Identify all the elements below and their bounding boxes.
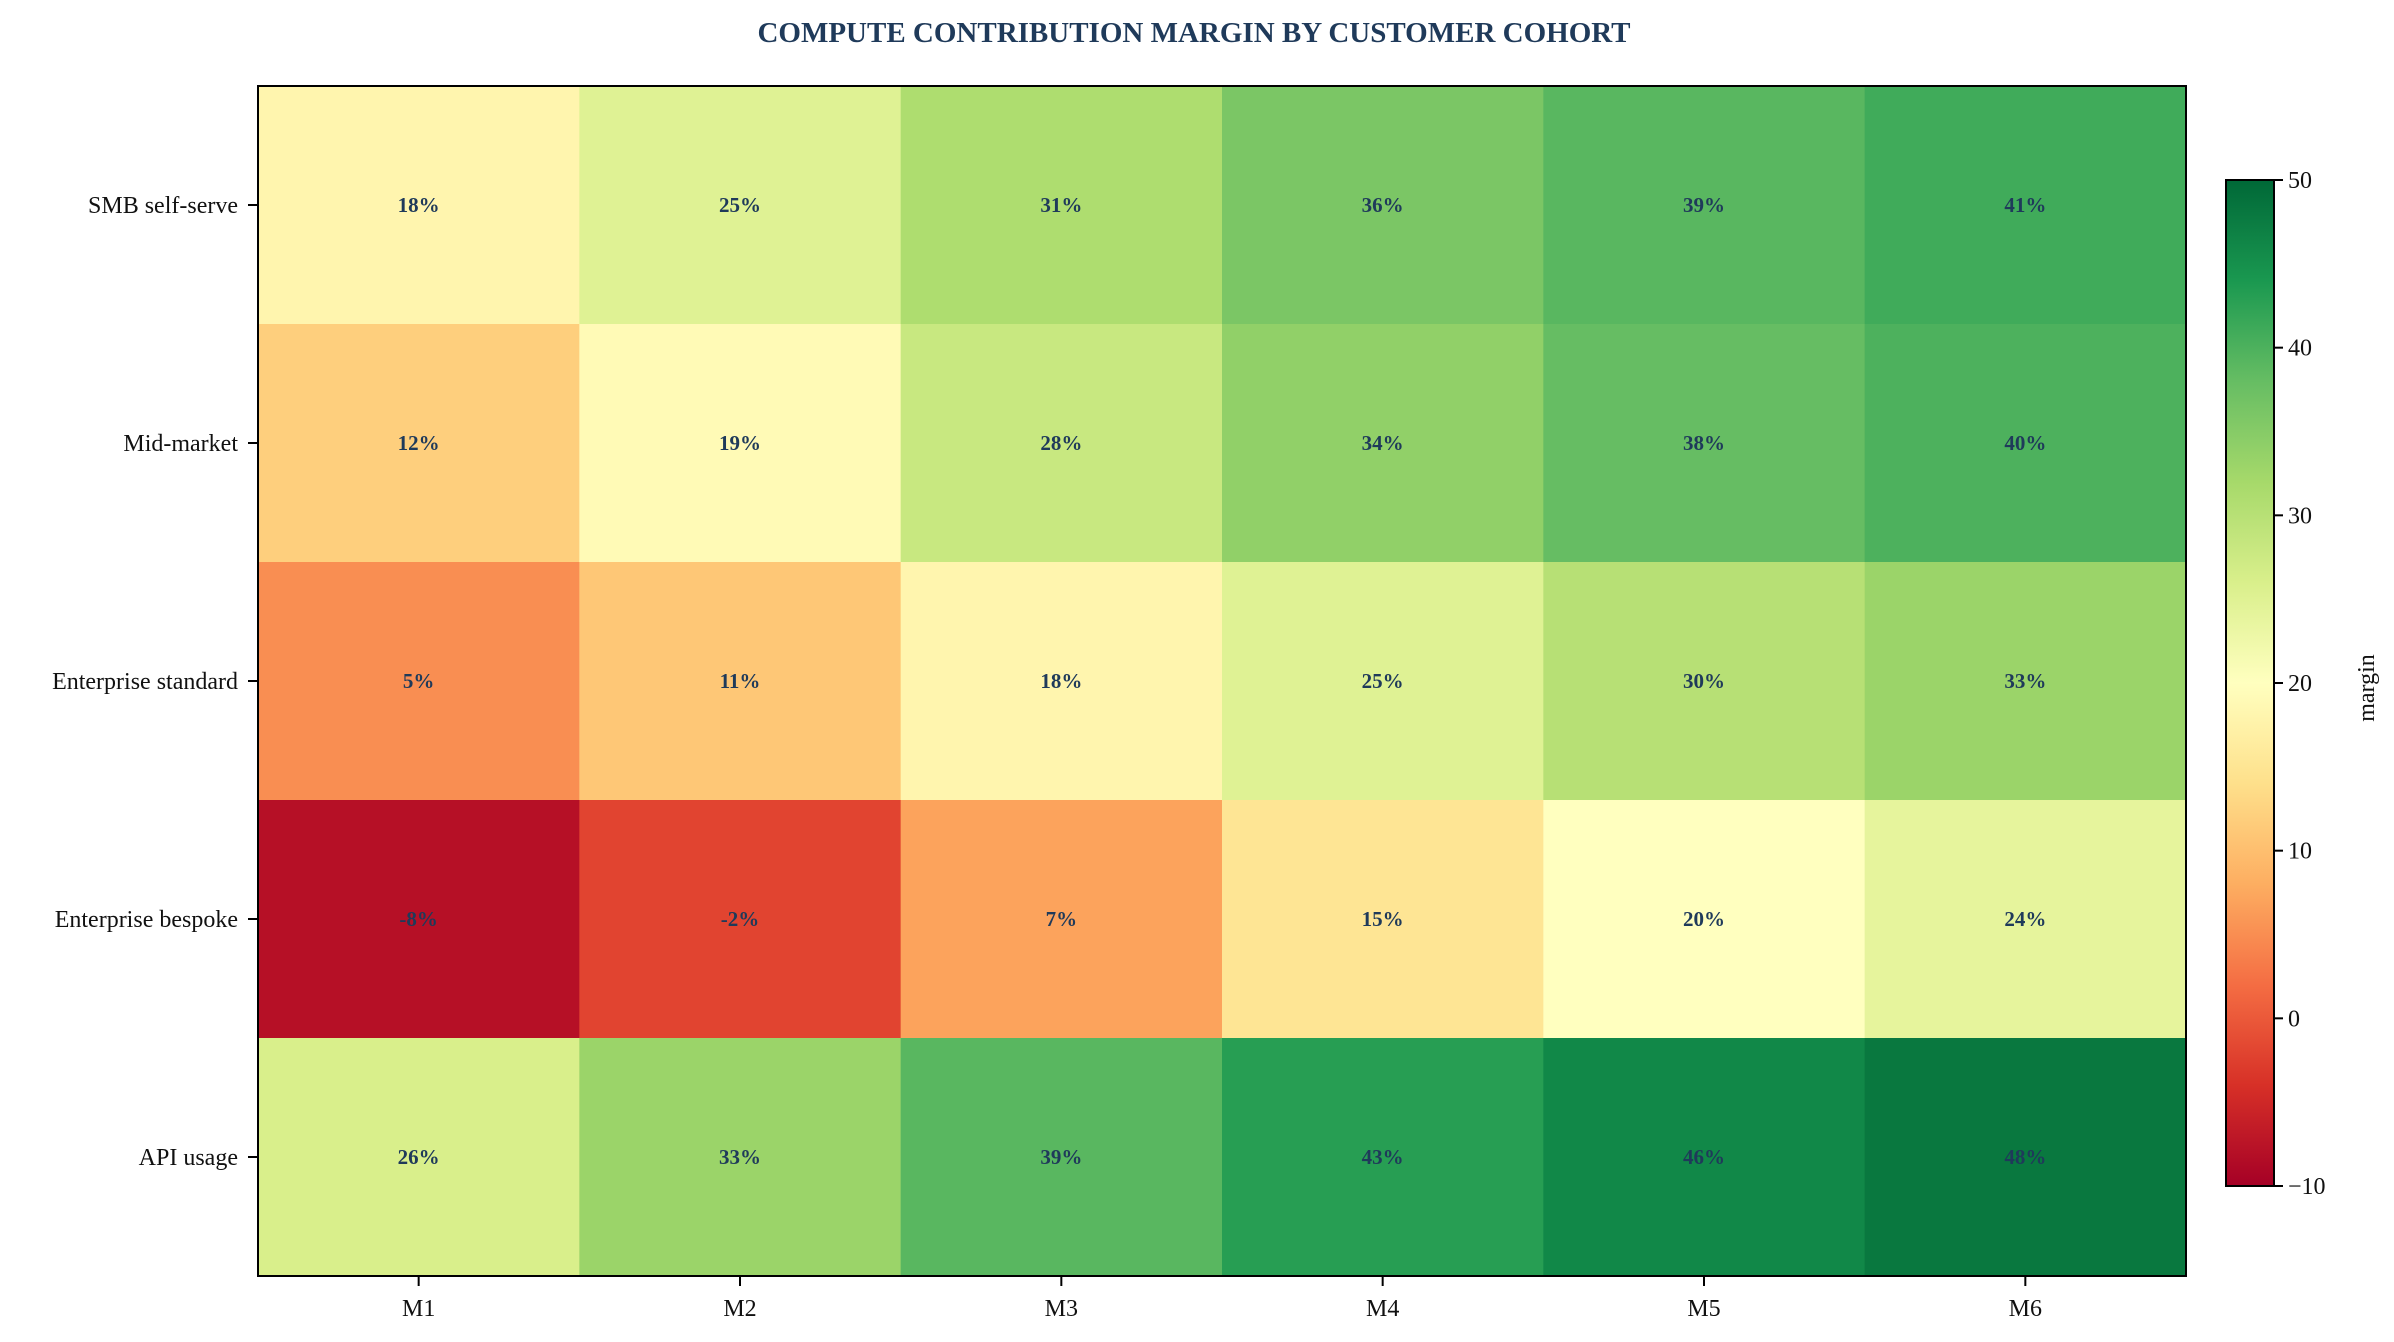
cell-value-label: 36% [1362,193,1404,217]
cell-value-label: 20% [1683,907,1725,931]
cell-value-label: 19% [719,431,761,455]
colorbar-tick-label: 20 [2288,671,2312,697]
cell-value-label: 38% [1683,431,1725,455]
cell-value-label: 41% [2004,193,2046,217]
cell-value-label: 33% [2004,669,2046,693]
heatmap-cell [1543,800,1866,1039]
x-tick-label: M3 [1045,1296,1078,1322]
heatmap-cell [1864,324,2187,563]
cell-value-label: 12% [398,431,440,455]
heatmap-cell [1864,800,2187,1039]
cell-value-label: -8% [399,907,438,931]
cell-value-label: 39% [1040,1145,1082,1169]
cell-value-label: 39% [1683,193,1725,217]
heatmap-cell [258,86,580,325]
cell-value-label: 18% [1040,669,1082,693]
heatmap-cell [1543,1038,1866,1277]
heatmap-cell [258,800,580,1039]
heatmap-cell [258,1038,580,1277]
y-tick-label: API usage [139,1145,238,1171]
x-tick-label: M6 [2009,1296,2042,1322]
colorbar-tick-label: 40 [2288,336,2312,362]
cell-value-label: 18% [398,193,440,217]
heatmap-cell [1222,324,1544,563]
cell-value-label: -2% [721,907,760,931]
heatmap-cell [1222,800,1544,1039]
x-tick-label: M5 [1687,1296,1720,1322]
x-tick-label: M2 [723,1296,756,1322]
heatmap-cell [1864,1038,2187,1277]
cell-value-label: 46% [1683,1145,1725,1169]
heatmap-cell [579,324,902,563]
x-tick-label: M1 [402,1296,435,1322]
cell-value-label: 26% [398,1145,440,1169]
cell-labels: 18% 25% 31% 36% 39% 41% 12% 19% 28% 34% 38% 40% 5% 11… [398,193,2047,1169]
cell-value-label: 25% [719,193,761,217]
heatmap-cell [258,324,580,563]
heatmap-cell [258,562,580,801]
heatmap-cell [1543,562,1866,801]
heatmap-cell [579,562,902,801]
colorbar-gradient [2225,179,2275,1187]
cell-value-label: 40% [2004,431,2046,455]
x-axis: M1 M2 M3 M4 M5 M6 [402,1276,2042,1322]
cell-value-label: 7% [1046,907,1078,931]
heatmap-cell [1543,324,1866,563]
heatmap-cell [900,1038,1223,1277]
heatmap-cell [1864,562,2187,801]
chart-title: COMPUTE CONTRIBUTION MARGIN BY CUSTOMER … [757,17,1630,49]
y-tick-label: Enterprise standard [52,669,238,695]
heatmap-cell [900,562,1223,801]
cell-value-label: 15% [1362,907,1404,931]
colorbar-tick-label: 30 [2288,503,2312,529]
heatmap-cell [1222,86,1544,325]
cell-value-label: 11% [720,669,761,693]
cell-value-label: 31% [1040,193,1082,217]
heatmap-cell [900,86,1223,325]
heatmap-cell [579,800,902,1039]
colorbar-tick-label: 50 [2288,168,2312,194]
cell-value-label: 30% [1683,669,1725,693]
cell-value-label: 5% [403,669,435,693]
colorbar-label: margin [2354,654,2380,722]
cell-value-label: 34% [1362,431,1404,455]
cell-value-label: 25% [1362,669,1404,693]
cell-value-label: 33% [719,1145,761,1169]
colorbar: −10 0 10 20 30 40 50 [2225,168,2326,1200]
heatmap-cell [579,1038,902,1277]
y-tick-label: Enterprise bespoke [55,907,238,933]
heatmap-cell [1222,562,1544,801]
cell-value-label: 28% [1040,431,1082,455]
colorbar-tick-label: 0 [2288,1006,2300,1032]
heatmap-cell [1222,1038,1544,1277]
heatmap-cell [900,324,1223,563]
heatmap-cell [900,800,1223,1039]
cell-value-label: 24% [2004,907,2046,931]
y-tick-label: SMB self-serve [88,193,238,219]
colorbar-tick-label: 10 [2288,839,2312,865]
heatmap-cell [1543,86,1866,325]
colorbar-tick-label: −10 [2288,1174,2326,1200]
heatmap-cell [1864,86,2187,325]
cell-value-label: 48% [2004,1145,2046,1169]
cell-value-label: 43% [1362,1145,1404,1169]
heatmap-cells [258,86,2187,1277]
x-tick-label: M4 [1366,1296,1399,1322]
y-tick-label: Mid-market [123,431,238,457]
heatmap-cell [579,86,902,325]
y-axis: SMB self-serve Mid-market Enterprise stand… [52,193,258,1171]
